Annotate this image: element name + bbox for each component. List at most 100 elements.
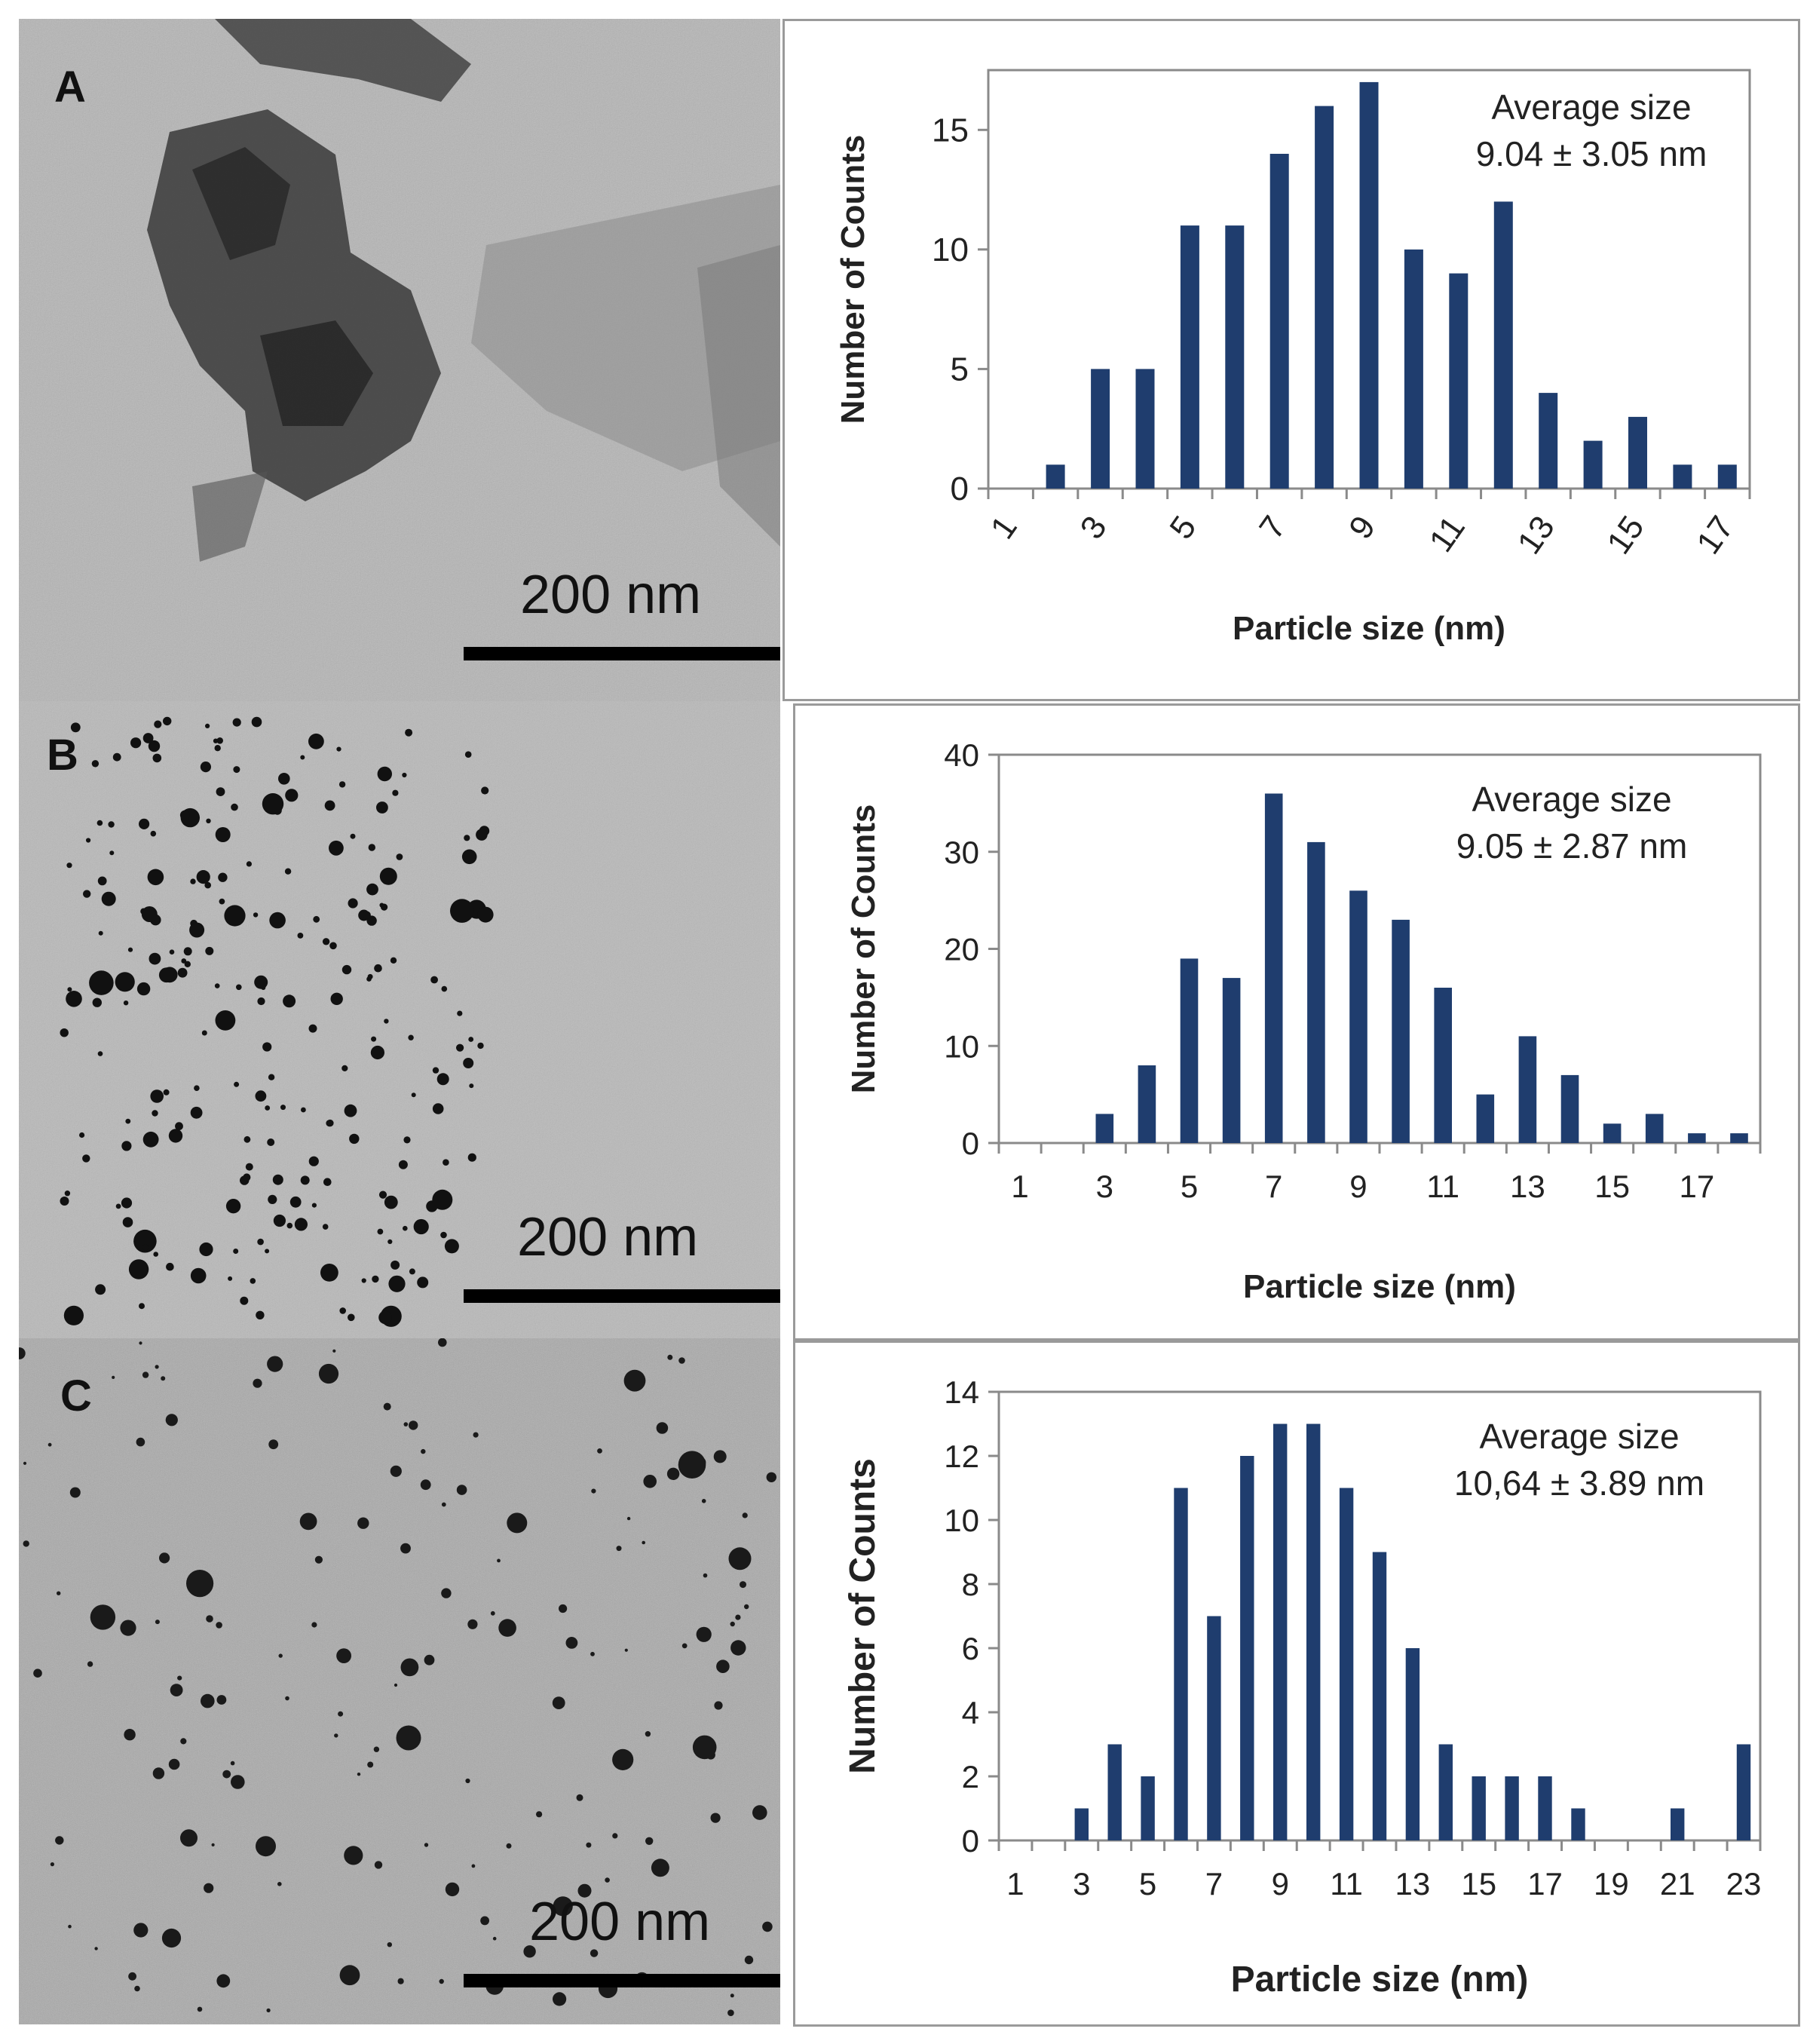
nanoparticle-dot [66,991,82,1007]
nanoparticle-dot [122,1217,133,1227]
nanoparticle-dot [228,1276,233,1281]
panel-label-b: B [47,731,78,780]
nanoparticle-dot [69,1487,81,1498]
nanoparticle-dot [424,1654,435,1666]
nanoparticle-dot [367,1761,374,1768]
nanoparticle-dot [268,1074,275,1080]
nanoparticle-dot [432,1067,439,1074]
nanoparticle-dot [409,1268,415,1275]
panel-label-c: C [60,1371,92,1420]
nanoparticle-dot [230,1761,235,1766]
nanoparticle-dot [23,1461,27,1465]
nanoparticle-dot [186,1570,214,1598]
nanoparticle-dot [552,1696,565,1709]
nanoparticle-dot [379,867,397,885]
nanoparticle-dot [294,1218,308,1231]
nanoparticle-dot [387,1942,392,1947]
nanoparticle-dot [703,1573,708,1578]
nanoparticle-dot [457,1010,463,1016]
nanoparticle-dot [112,1375,115,1379]
nanoparticle-dot [262,1042,272,1052]
scale-bar-c [464,1974,780,1987]
nanoparticle-dot [730,1621,735,1627]
bar [1603,1123,1622,1144]
y-tick-label: 4 [962,1695,979,1730]
bar [1583,440,1603,489]
nanoparticle-dot [231,803,238,811]
nanoparticle-dot [196,870,210,884]
nanoparticle-dot [441,1588,452,1598]
y-tick-label: 10 [932,231,969,268]
nanoparticle-dot [225,1199,241,1214]
nanoparticle-dot [392,789,399,796]
x-tick-label: 1 [984,510,1024,546]
nanoparticle-dot [417,1276,429,1289]
nanoparticle-dot [190,1106,203,1119]
nanoparticle-dot [289,1196,302,1208]
nanoparticle-dot [341,964,352,975]
nanoparticle-dot [469,1083,474,1089]
bar [1493,201,1513,489]
bar [1476,1094,1495,1143]
nanoparticle-dot [590,1949,599,1957]
nanoparticle-dot [498,1619,516,1637]
nanoparticle-dot [378,1191,387,1199]
nanoparticle-dot [348,898,358,909]
nanoparticle-dot [33,1669,42,1678]
bar [1135,369,1155,489]
nanoparticle-dot [224,905,246,927]
scale-bar-b [464,1289,780,1303]
nanoparticle-dot [168,1758,180,1770]
nanoparticle-dot [384,1019,389,1024]
nanoparticle-dot [19,1347,26,1359]
nanoparticle-dot [681,1643,688,1649]
nanoparticle-dot [139,1341,142,1345]
nanoparticle-dot [371,1036,377,1042]
y-tick-label: 0 [962,1126,979,1161]
nanoparticle-dot [714,1701,723,1710]
bar [1372,1552,1387,1840]
nanoparticle-dot [299,1512,317,1531]
nanoparticle-dot [377,766,392,782]
nanoparticle-dot [381,903,388,911]
nanoparticle-dot [277,1882,282,1886]
nanoparticle-dot [179,810,190,820]
nanoparticle-dot [141,906,158,922]
nanoparticle-dot [206,818,211,823]
nanoparticle-dot [86,838,91,843]
nanoparticle-dot [50,1862,54,1867]
nanoparticle-dot [667,1354,673,1360]
nanoparticle-dot [83,890,91,898]
bar [1538,1776,1552,1840]
nanoparticle-dot [612,1833,618,1839]
annotation-average-size: 9.05 ± 2.87 nm [1456,826,1688,866]
x-tick-label: 15 [1600,510,1651,561]
nanoparticle-dot [149,952,161,965]
nanoparticle-dot [256,1310,265,1319]
y-axis-label: Number of Counts [843,1458,883,1774]
bar [1392,919,1410,1143]
nanoparticle-dot [204,1883,214,1893]
nanoparticle-dot [190,1267,207,1284]
nanoparticle-dot [465,1778,470,1784]
nanoparticle-dot [161,1928,182,1948]
nanoparticle-dot [507,1512,528,1534]
nanoparticle-dot [267,1138,275,1146]
nanoparticle-dot [63,1305,84,1325]
bar [1225,225,1245,489]
bar [1472,1776,1486,1840]
bar [1688,1133,1706,1143]
nanoparticle-dot [255,1090,267,1102]
x-tick-label: 11 [1423,510,1472,559]
y-tick-label: 0 [962,1823,979,1859]
nanoparticle-dot [336,746,341,752]
nanoparticle-dot [324,800,335,811]
nanoparticle-dot [497,1558,501,1563]
y-tick-label: 8 [962,1567,979,1602]
nanoparticle-dot [334,1733,338,1738]
nanoparticle-dot [233,766,240,774]
nanoparticle-dot [121,1141,132,1151]
nanoparticle-dot [268,1194,277,1204]
nanoparticle-dot [109,850,115,856]
nanoparticle-dot [219,898,225,905]
